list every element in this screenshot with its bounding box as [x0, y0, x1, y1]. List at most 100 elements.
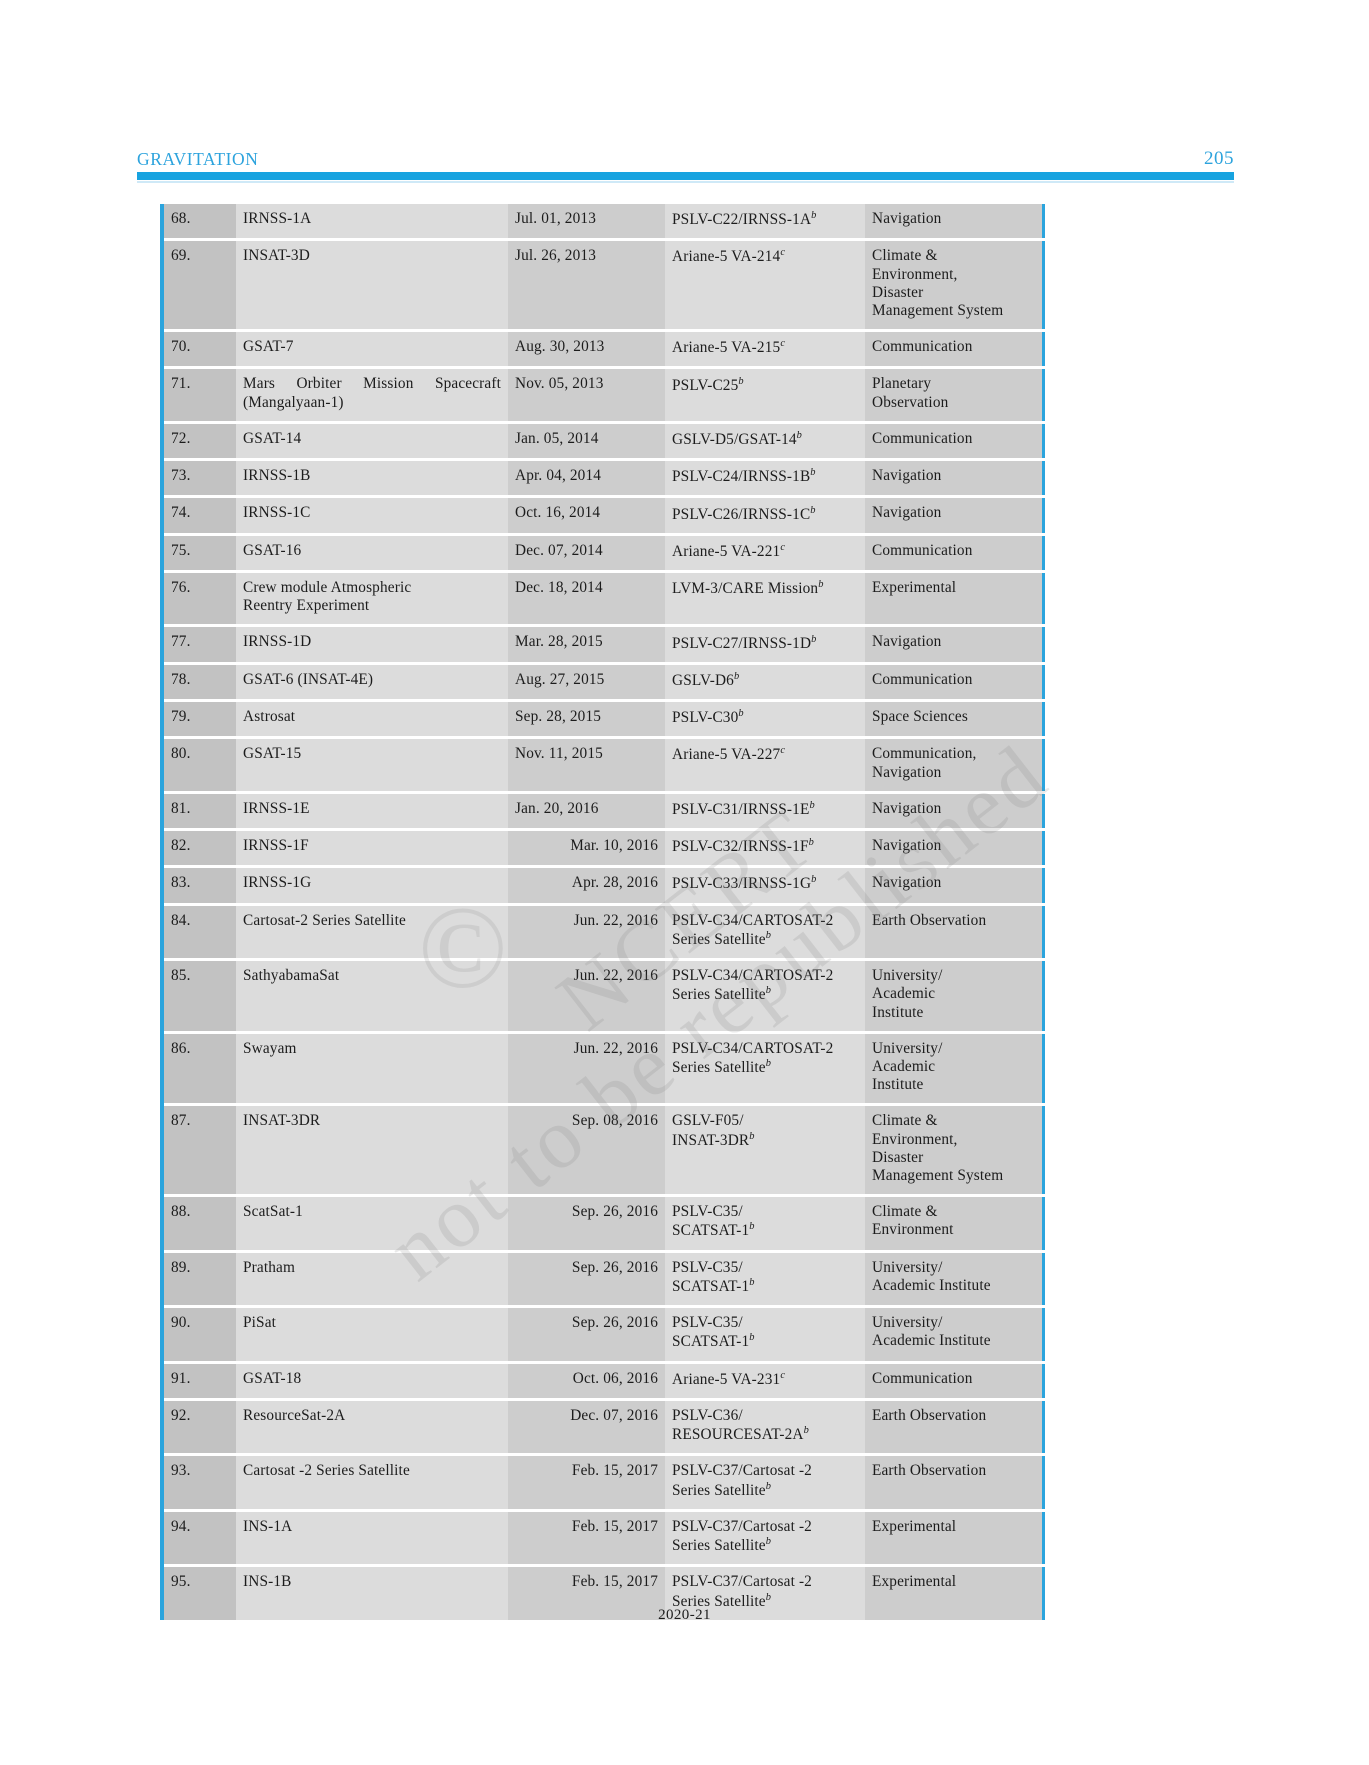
- cell-application: Earth Observation: [865, 1454, 1044, 1512]
- table-row: 76. Crew module Atmospheric Reentry Experi…: [162, 571, 1044, 628]
- launch-vehicle-line: PSLV-C37/Cartosat -2: [672, 1573, 812, 1591]
- cell-serial-number: 90.: [162, 1306, 236, 1364]
- cell-satellite-name: GSAT-15: [236, 737, 508, 794]
- footnote-marker: b: [765, 1536, 772, 1548]
- launch-vehicle-line: GSLV-F05/: [672, 1112, 744, 1130]
- cell-satellite-name: Cartosat -2 Series Satellite: [236, 1454, 508, 1512]
- satellite-name-line: GSAT-6 (INSAT-4E): [243, 670, 374, 688]
- chapter-title: GRAVITATION: [137, 149, 259, 169]
- footnote-marker: b: [811, 874, 817, 886]
- launch-vehicle-line: SCATSAT-1b: [672, 1221, 755, 1240]
- launch-vehicle-line: PSLV-C37/Cartosat -2: [672, 1517, 812, 1535]
- cell-application: Experimental: [865, 1510, 1044, 1568]
- cell-application: University/Academic Institute: [865, 1306, 1044, 1364]
- application-line: Environment,: [872, 265, 958, 283]
- launch-vehicle-line: PSLV-C34/CARTOSAT-2: [672, 967, 834, 985]
- footnote-marker: c: [780, 745, 786, 757]
- cell-satellite-name: INS-1A: [236, 1510, 508, 1568]
- launch-vehicle-line: LVM-3/CARE Missionb: [672, 579, 824, 598]
- launch-vehicle-line: Ariane-5 VA-214c: [672, 247, 786, 266]
- cell-launch-date: Feb. 15, 2017: [508, 1510, 665, 1568]
- cell-satellite-name: Astrosat: [236, 700, 508, 740]
- cell-launch-vehicle: PSLV-C34/CARTOSAT-2 Series Satelliteb: [665, 1032, 865, 1107]
- table-row: 81. IRNSS-1E Jan. 20, 2016 PSLV-C31/IRNSS-1…: [162, 792, 1044, 832]
- cell-application: Navigation: [865, 866, 1044, 906]
- satellite-name-line: IRNSS-1C: [243, 504, 311, 522]
- launch-vehicle-line: Series Satelliteb: [672, 929, 772, 948]
- table-row: 85. SathyabamaSat Jun. 22, 2016 PSLV-C34/CA…: [162, 959, 1044, 1034]
- cell-launch-vehicle: Ariane-5 VA-227c: [665, 737, 865, 794]
- application-line: Environment: [872, 1221, 954, 1239]
- application-line: Navigation: [872, 633, 942, 651]
- satellite-name-line: Astrosat: [243, 708, 296, 725]
- cell-launch-vehicle: Ariane-5 VA-231c: [665, 1362, 865, 1401]
- satellite-name-line: Crew module Atmospheric: [243, 579, 412, 596]
- satellite-name-line: ResourceSat-2A: [243, 1406, 346, 1424]
- cell-application: Communication: [865, 534, 1044, 574]
- cell-application: Navigation: [865, 625, 1044, 665]
- satellite-name-line: GSAT-15: [243, 745, 302, 763]
- table-row: 89. Pratham Sep. 26, 2016 PSLV-C35/SCATSAT-…: [162, 1251, 1044, 1309]
- satellite-name-line: INSAT-3D: [243, 247, 310, 265]
- cell-serial-number: 92.: [162, 1399, 236, 1457]
- application-line: University/: [872, 1314, 943, 1332]
- table-row: 75. GSAT-16 Dec. 07, 2014 Ariane-5 VA-221c C…: [162, 534, 1044, 574]
- satellite-name-line: Cartosat-2 Series Satellite: [243, 911, 406, 929]
- table-row: 78. GSAT-6 (INSAT-4E) Aug. 27, 2015 GSLV-D6…: [162, 663, 1044, 703]
- application-line: Communication: [872, 338, 973, 356]
- cell-serial-number: 77.: [162, 625, 236, 665]
- application-line: Navigation: [872, 504, 942, 522]
- table-row: 71. Mars Orbiter Mission Spacecraft (Manga…: [162, 367, 1044, 424]
- table-row: 82. IRNSS-1F Mar. 10, 2016 PSLV-C32/IRNSS-1…: [162, 829, 1044, 869]
- application-line: Management System: [872, 1166, 1004, 1184]
- satellite-name-line: PiSat: [243, 1314, 277, 1332]
- application-line: Academic: [872, 985, 936, 1003]
- cell-serial-number: 68.: [162, 204, 236, 242]
- cell-serial-number: 76.: [162, 571, 236, 628]
- cell-serial-number: 80.: [162, 737, 236, 794]
- cell-application: University/Academic Institute: [865, 1251, 1044, 1309]
- launch-vehicle-line: GSLV-D6b: [672, 670, 740, 689]
- cell-application: Planetary Observation: [865, 367, 1044, 424]
- table-row: 74. IRNSS-1C Oct. 16, 2014 PSLV-C26/IRNSS-1…: [162, 496, 1044, 536]
- footnote-marker: b: [811, 210, 817, 221]
- launch-vehicle-line: Series Satelliteb: [672, 1536, 772, 1555]
- cell-application: Navigation: [865, 829, 1044, 869]
- footnote-marker: b: [749, 1332, 755, 1344]
- table-row: 80. GSAT-15 Nov. 11, 2015 Ariane-5 VA-227c C…: [162, 737, 1044, 794]
- application-line: Academic: [872, 1057, 936, 1075]
- cell-satellite-name: GSAT-7: [236, 330, 508, 370]
- cell-satellite-name: INSAT-3DR: [236, 1104, 508, 1198]
- cell-application: Climate & Environment, Disaster Management …: [865, 239, 1044, 333]
- cell-launch-date: Sep. 08, 2016: [508, 1104, 665, 1198]
- cell-launch-date: Feb. 15, 2017: [508, 1565, 665, 1620]
- footnote-marker: c: [780, 247, 786, 259]
- table-row: 88. ScatSat-1 Sep. 26, 2016 PSLV-C35/SCATSA…: [162, 1195, 1044, 1253]
- satellite-name-line: GSAT-7: [243, 338, 294, 356]
- application-line: Climate &: [872, 1112, 938, 1130]
- launch-vehicle-line: Ariane-5 VA-227c: [672, 745, 786, 764]
- cell-serial-number: 85.: [162, 959, 236, 1034]
- launch-vehicle-line: Series Satelliteb: [672, 1057, 772, 1076]
- cell-application: Navigation: [865, 496, 1044, 536]
- footnote-marker: b: [749, 1130, 755, 1142]
- cell-application: Climate & Environment: [865, 1195, 1044, 1253]
- footer-edition: 2020-21: [658, 1607, 711, 1623]
- cell-launch-date: Dec. 07, 2016: [508, 1399, 665, 1457]
- cell-launch-vehicle: PSLV-C34/CARTOSAT-2 Series Satelliteb: [665, 959, 865, 1034]
- footnote-marker: b: [811, 633, 817, 645]
- cell-satellite-name: PiSat: [236, 1306, 508, 1364]
- table-row: 83. IRNSS-1G Apr. 28, 2016 PSLV-C33/IRNSS-1…: [162, 866, 1044, 906]
- cell-launch-date: Jun. 22, 2016: [508, 904, 665, 962]
- application-line: Earth Observation: [872, 911, 987, 929]
- table-row: 87. INSAT-3DR Sep. 08, 2016 GSLV-F05/INSAT-…: [162, 1104, 1044, 1198]
- launch-vehicle-line: PSLV-C36/: [672, 1406, 743, 1424]
- cell-serial-number: 88.: [162, 1195, 236, 1253]
- cell-serial-number: 78.: [162, 663, 236, 703]
- application-line: University/: [872, 967, 943, 985]
- satellite-name-line: (Mangalyaan-1): [243, 393, 344, 411]
- cell-serial-number: 83.: [162, 866, 236, 906]
- application-line: Disaster: [872, 1148, 924, 1166]
- cell-launch-vehicle: PSLV-C37/Cartosat -2 Series Satelliteb: [665, 1565, 865, 1620]
- footnote-marker: b: [765, 1057, 772, 1069]
